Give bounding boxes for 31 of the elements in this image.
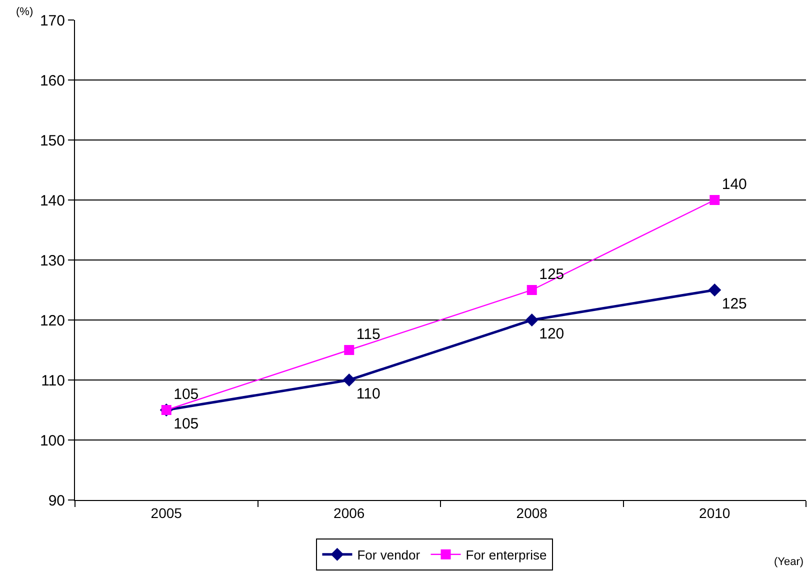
data-label: 110 xyxy=(356,386,380,402)
data-label: 105 xyxy=(174,386,199,403)
y-tick-label: 170 xyxy=(40,12,65,30)
y-tick-label: 140 xyxy=(40,192,65,210)
data-label: 125 xyxy=(539,266,564,283)
data-label: 105 xyxy=(174,416,199,432)
x-tick-label: 2010 xyxy=(699,504,730,521)
point xyxy=(344,345,354,355)
data-label: 140 xyxy=(722,176,747,193)
legend-label: For enterprise xyxy=(466,547,547,562)
data-label: 115 xyxy=(356,326,380,343)
x-tick-label: 2008 xyxy=(516,504,548,521)
y-tick-label: 120 xyxy=(40,312,65,330)
y-tick-label: 130 xyxy=(40,252,65,270)
x-tick-label: 2005 xyxy=(150,504,182,521)
legend-label: For vendor xyxy=(357,547,421,562)
y-tick-label: 110 xyxy=(41,372,65,390)
y-tick-label: 150 xyxy=(40,132,65,150)
y-tick-label: 100 xyxy=(40,432,65,450)
y-tick-label: 160 xyxy=(40,72,65,90)
point xyxy=(708,284,722,296)
y-axis-title: (%) xyxy=(16,6,34,18)
data-label: 125 xyxy=(722,296,747,312)
point xyxy=(525,314,538,326)
point xyxy=(710,195,720,205)
x-tick-label: 2006 xyxy=(334,504,365,521)
data-label: 120 xyxy=(539,326,564,342)
point xyxy=(526,285,537,295)
x-axis-title: (Year) xyxy=(774,556,804,568)
y-tick-label: 90 xyxy=(48,492,65,510)
point xyxy=(342,374,356,386)
